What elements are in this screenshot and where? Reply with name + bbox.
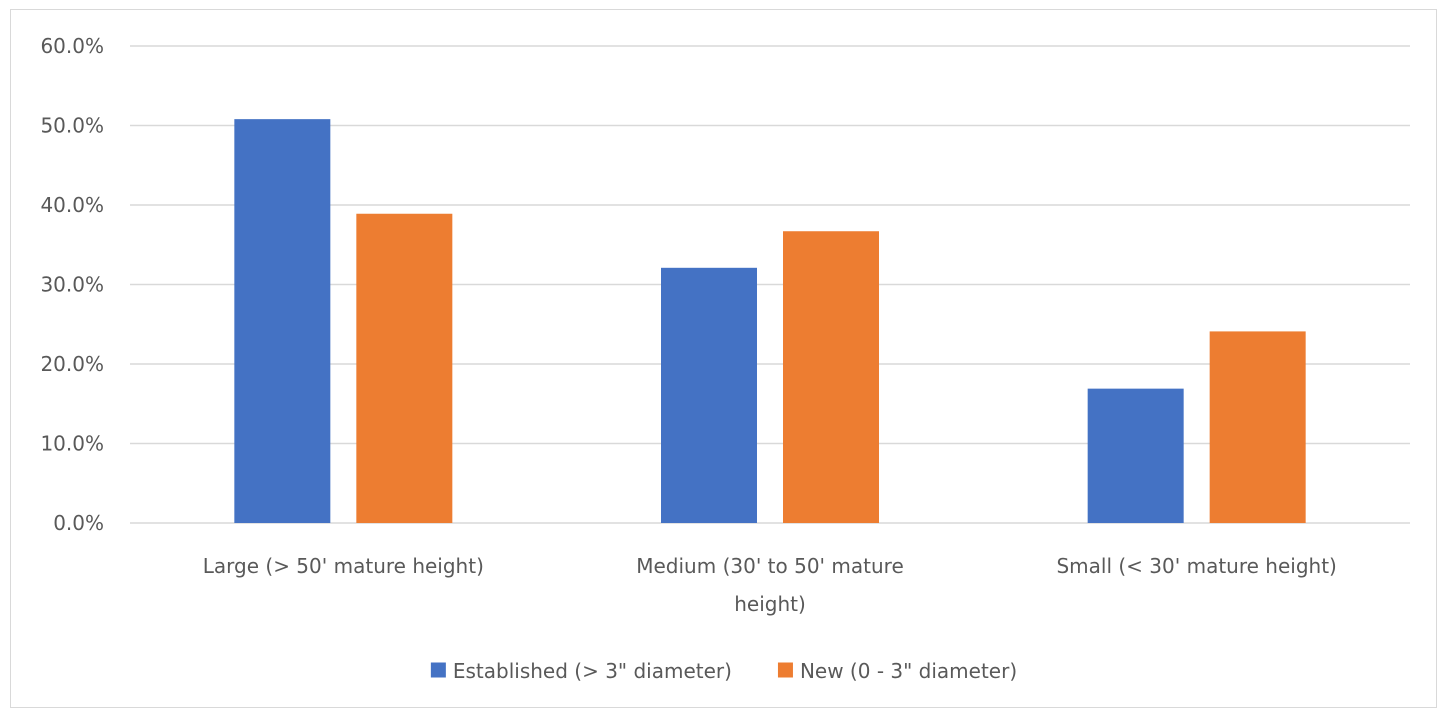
bar xyxy=(356,213,453,523)
legend-item: Established (> 3" diameter) xyxy=(430,659,732,683)
x-tick-label: Large (> 50' mature height) xyxy=(203,554,484,578)
legend-item: New (0 - 3" diameter) xyxy=(777,659,1017,683)
y-tick-label: 30.0% xyxy=(40,273,104,297)
x-tick-label: height) xyxy=(734,592,806,616)
x-axis-category-labels: Large (> 50' mature height) Medium (30' t… xyxy=(203,554,1337,616)
bar xyxy=(234,119,331,523)
legend-swatch xyxy=(430,662,446,678)
legend-label: Established (> 3" diameter) xyxy=(453,659,732,683)
legend: Established (> 3" diameter) New (0 - 3" d… xyxy=(430,659,1017,683)
x-tick-label: Small (< 30' mature height) xyxy=(1056,554,1336,578)
bars xyxy=(234,119,1306,524)
y-tick-label: 60.0% xyxy=(40,34,104,58)
x-tick-label: Medium (30' to 50' mature xyxy=(636,554,904,578)
bar xyxy=(783,231,879,524)
gridlines xyxy=(130,45,1410,524)
bar xyxy=(661,267,757,523)
y-tick-label: 50.0% xyxy=(40,114,104,138)
y-tick-label: 20.0% xyxy=(40,352,104,376)
bar xyxy=(1209,331,1306,523)
legend-label: New (0 - 3" diameter) xyxy=(800,659,1017,683)
y-tick-label: 40.0% xyxy=(40,193,104,217)
legend-swatch xyxy=(777,662,793,678)
bar xyxy=(1087,388,1184,523)
y-tick-label: 10.0% xyxy=(40,432,104,456)
y-axis-tick-labels: 0.0% 10.0% 20.0% 30.0% 40.0% 50.0% 60.0% xyxy=(40,34,104,535)
y-tick-label: 0.0% xyxy=(53,511,104,535)
